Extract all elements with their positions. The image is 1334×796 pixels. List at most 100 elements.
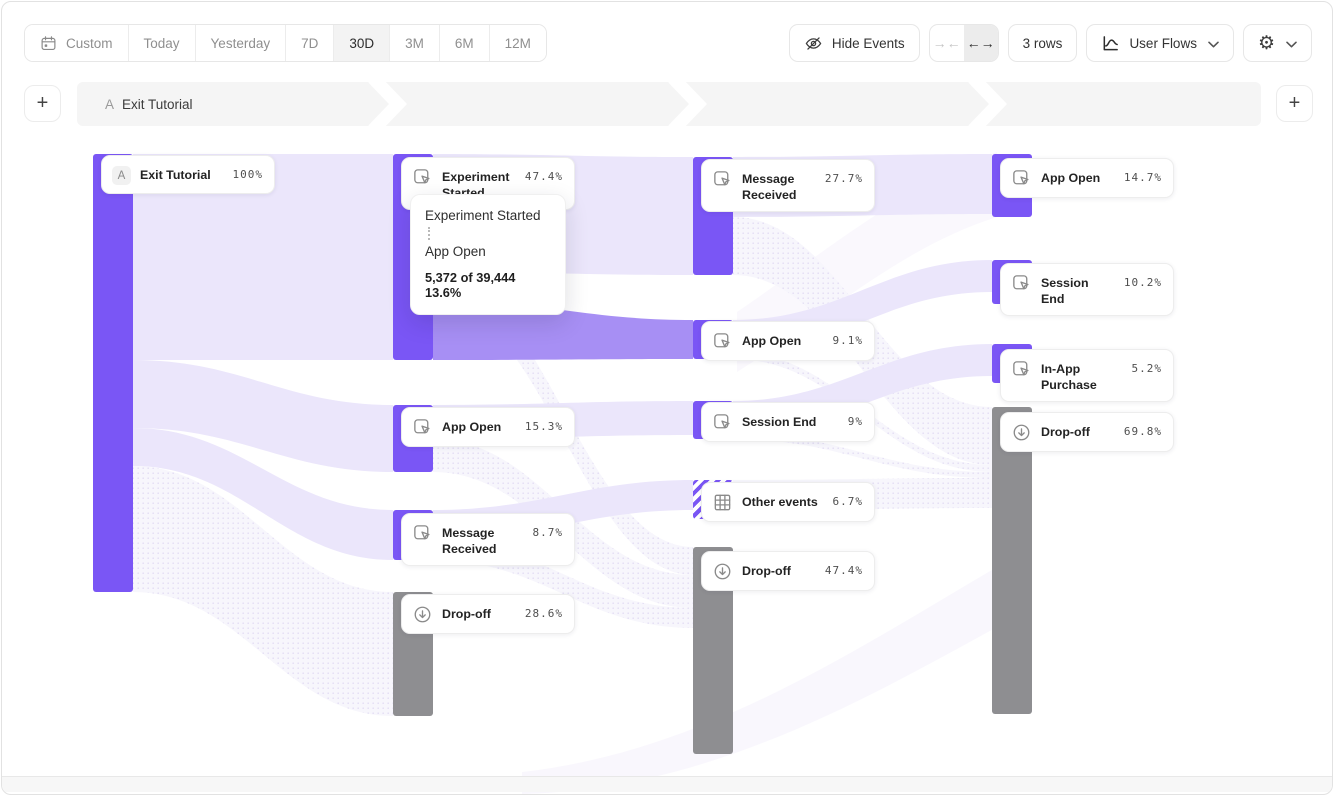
arrows-inward-icon: →← (932, 35, 961, 51)
bar-drop-off-col4[interactable] (992, 407, 1032, 714)
collapse-columns-button[interactable]: →← (930, 25, 964, 61)
hide-events-label: Hide Events (831, 35, 905, 51)
add-step-button-left[interactable]: + (24, 85, 61, 122)
cursor-click-icon (412, 417, 433, 438)
node-value: 27.7% (824, 172, 863, 185)
node-label: Drop-off (442, 607, 491, 621)
node-drop-off-col2[interactable]: Drop-off 28.6% (401, 594, 575, 634)
tooltip-target: App Open (425, 244, 486, 259)
node-session-end-col4[interactable]: Session End 10.2% (1000, 263, 1174, 316)
date-range-label: 7D (301, 35, 319, 51)
node-message-received-col3[interactable]: Message Received 27.7% (701, 159, 875, 212)
date-range-label: Custom (66, 35, 113, 51)
node-label: Message Received (442, 526, 497, 556)
node-session-end-col3[interactable]: Session End 9% (701, 402, 875, 442)
cursor-click-icon (712, 412, 733, 433)
cursor-click-icon (712, 331, 733, 352)
cursor-click-icon (712, 169, 733, 190)
rows-button[interactable]: 3 rows (1007, 24, 1078, 62)
node-value: 100% (232, 168, 263, 181)
step-label: Exit Tutorial (122, 96, 193, 112)
decorative-swirl (522, 567, 997, 794)
add-step-button-right[interactable]: + (1276, 85, 1313, 122)
step-segment-a: A Exit Tutorial (105, 82, 193, 126)
steps-bar[interactable]: A Exit Tutorial (77, 82, 1261, 126)
node-app-open-col3[interactable]: App Open 9.1% (701, 321, 875, 361)
bottom-strip (2, 776, 1332, 792)
plus-icon: + (36, 92, 49, 114)
node-label: App Open (1041, 171, 1101, 185)
flow-exit-tutorial-to-message-received[interactable] (133, 428, 393, 560)
flow-experiment-started-to-app-open-highlighted[interactable] (433, 300, 693, 360)
date-range-30d[interactable]: 30D (334, 25, 391, 61)
node-value: 28.6% (524, 607, 563, 620)
date-range-label: 30D (349, 35, 375, 51)
date-range-7d[interactable]: 7D (286, 25, 335, 61)
grid-icon (712, 492, 733, 513)
chevron-down-icon (1208, 36, 1219, 51)
node-label: Drop-off (1041, 425, 1090, 439)
date-range-yesterday[interactable]: Yesterday (195, 25, 287, 61)
node-value: 47.4% (824, 564, 863, 577)
date-range-label: Today (143, 35, 180, 51)
eye-off-icon (804, 34, 823, 53)
date-range-group: Custom Today Yesterday 7D 30D 3M 6M 12M (24, 24, 547, 62)
cursor-click-icon (1011, 168, 1032, 189)
node-label: In-App Purchase (1041, 362, 1097, 392)
expand-columns-button[interactable]: ←→ (963, 25, 998, 61)
node-exit-tutorial-col1[interactable]: A Exit Tutorial 100% (101, 155, 275, 194)
node-drop-off-col4[interactable]: Drop-off 69.8% (1000, 412, 1174, 452)
date-range-custom[interactable]: Custom (25, 25, 129, 61)
flow-session-end-to-drop-off-step4[interactable] (733, 433, 992, 478)
step-chevron-icon (668, 82, 708, 126)
toolbar: Custom Today Yesterday 7D 30D 3M 6M 12M Hide Ev… (24, 24, 1312, 62)
flow-exit-tutorial-to-experiment-started[interactable] (133, 154, 393, 360)
calendar-icon (40, 35, 57, 52)
node-label: App Open (442, 420, 502, 434)
arrow-down-circle-icon (412, 604, 433, 625)
view-selector-label: User Flows (1129, 35, 1197, 51)
node-badge: A (112, 166, 131, 185)
node-app-open-col2[interactable]: App Open 15.3% (401, 407, 575, 447)
view-selector[interactable]: User Flows (1086, 24, 1234, 62)
rows-label: 3 rows (1022, 35, 1063, 51)
step-chevron-icon (368, 82, 408, 126)
date-range-today[interactable]: Today (128, 25, 196, 61)
node-value: 6.7% (832, 495, 863, 508)
date-range-12m[interactable]: 12M (489, 25, 546, 61)
node-label: Exit Tutorial (140, 168, 211, 182)
hide-events-button[interactable]: Hide Events (788, 24, 920, 62)
tooltip-connector (428, 227, 430, 240)
node-label: Other events (742, 495, 818, 509)
cursor-click-icon (412, 167, 433, 188)
toolbar-right-cluster: Hide Events →← ←→ 3 rows User Flows (788, 24, 1312, 62)
node-value: 47.4% (524, 170, 563, 183)
node-label: App Open (742, 334, 802, 348)
arrows-outward-icon: ←→ (966, 35, 995, 51)
user-flows-chart-icon (1101, 34, 1120, 53)
node-app-open-col4[interactable]: App Open 14.7% (1000, 158, 1174, 198)
node-drop-off-col3[interactable]: Drop-off 47.4% (701, 551, 875, 591)
node-label: Session End (742, 415, 817, 429)
plus-icon: + (1288, 92, 1301, 114)
cursor-click-icon (1011, 273, 1032, 294)
settings-button[interactable]: ⚙ (1242, 24, 1312, 62)
step-separators (368, 82, 1008, 126)
cursor-click-icon (412, 523, 433, 544)
flow-exit-tutorial-to-drop-off[interactable] (133, 466, 393, 716)
bar-exit-tutorial-col1[interactable] (93, 154, 133, 592)
flow-tooltip: Experiment Started App Open 5,372 of 39,… (410, 194, 566, 315)
gear-icon: ⚙ (1257, 32, 1275, 54)
date-range-3m[interactable]: 3M (390, 25, 440, 61)
width-toggle: →← ←→ (928, 24, 999, 62)
node-in-app-purchase-col4[interactable]: In-App Purchase 5.2% (1000, 349, 1174, 402)
flow-exit-tutorial-to-app-open[interactable] (133, 360, 393, 472)
node-other-events-col3[interactable]: Other events 6.7% (701, 482, 875, 522)
date-range-6m[interactable]: 6M (439, 25, 490, 61)
node-message-received-col2[interactable]: Message Received 8.7% (401, 513, 575, 566)
node-value: 8.7% (532, 526, 563, 539)
step-badge: A (105, 96, 115, 112)
tooltip-source: Experiment Started (425, 208, 541, 223)
node-value: 5.2% (1131, 362, 1162, 375)
